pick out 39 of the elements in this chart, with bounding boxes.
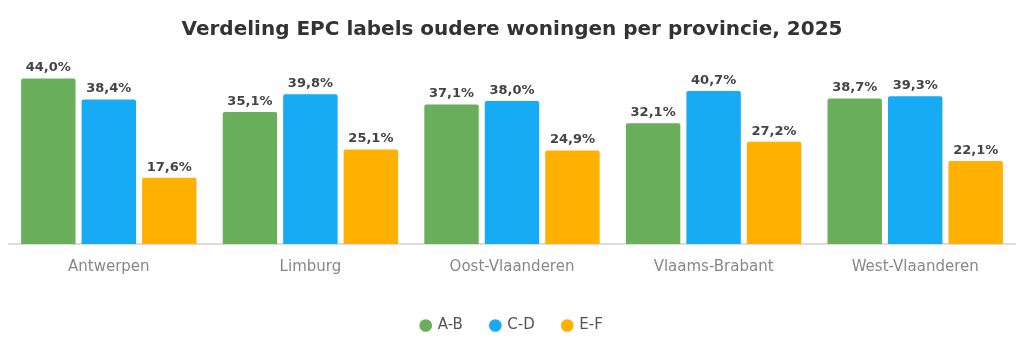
x-tick-label: Limburg — [279, 256, 342, 275]
x-tick-label: Antwerpen — [68, 256, 150, 275]
data-label: 38,0% — [489, 82, 535, 97]
data-label: 39,8% — [287, 75, 333, 91]
bar — [81, 99, 137, 244]
bar — [625, 123, 681, 244]
data-label: 35,1% — [227, 92, 273, 108]
data-label: 38,4% — [86, 80, 132, 96]
data-label: 40,7% — [691, 71, 737, 87]
data-label: 22,1% — [953, 141, 999, 157]
bar — [343, 149, 399, 244]
legend-label: A-B — [437, 315, 463, 334]
data-label: 44,0% — [25, 59, 71, 75]
data-label: 24,9% — [549, 131, 596, 147]
bar — [686, 90, 741, 244]
data-label: 27,2% — [751, 122, 797, 138]
data-label: 37,1% — [428, 85, 475, 101]
bar — [948, 160, 1003, 244]
bar — [746, 141, 802, 244]
data-label: 17,6% — [146, 158, 192, 174]
bar — [142, 177, 197, 244]
chart-title: Verdeling EPC labels oudere woningen per provincie, 2025 — [181, 16, 843, 41]
x-tick-label: Oost-Vlaanderen — [449, 256, 575, 275]
data-label: 38,7% — [832, 79, 878, 95]
data-label: 32,1% — [630, 104, 676, 120]
bar — [545, 150, 600, 244]
bar — [484, 101, 540, 244]
bar — [222, 112, 278, 244]
bar — [283, 94, 338, 244]
bar — [827, 98, 882, 244]
data-label: 39,3% — [892, 77, 938, 93]
legend-label: C-D — [507, 315, 535, 334]
data-label: 25,1% — [348, 130, 394, 146]
bar — [21, 78, 76, 244]
bar — [887, 96, 943, 244]
legend-label: E-F — [579, 315, 603, 334]
bar — [424, 104, 479, 244]
x-tick-label: Vlaams-Brabant — [653, 256, 774, 275]
x-tick-label: West-Vlaanderen — [851, 256, 979, 275]
